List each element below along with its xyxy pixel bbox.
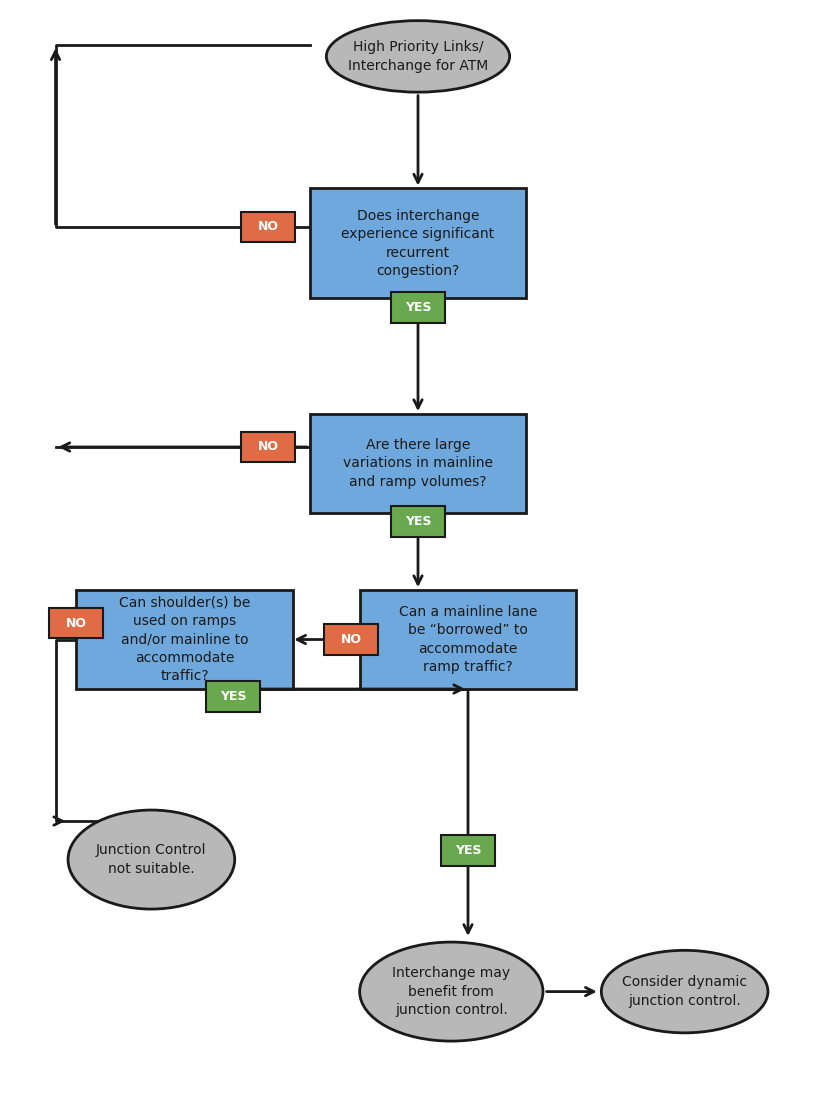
Text: Can a mainline lane
be “borrowed” to
accommodate
ramp traffic?: Can a mainline lane be “borrowed” to acc… <box>399 604 538 674</box>
Text: Can shoulder(s) be
used on ramps
and/or mainline to
accommodate
traffic?: Can shoulder(s) be used on ramps and/or … <box>119 596 251 684</box>
Text: Consider dynamic
junction control.: Consider dynamic junction control. <box>622 975 747 1008</box>
Text: Are there large
variations in mainline
and ramp volumes?: Are there large variations in mainline a… <box>343 438 493 489</box>
Text: NO: NO <box>257 440 278 453</box>
Ellipse shape <box>68 810 235 909</box>
Text: High Priority Links/
Interchange for ATM: High Priority Links/ Interchange for ATM <box>348 40 488 73</box>
FancyBboxPatch shape <box>241 431 295 462</box>
Text: YES: YES <box>405 301 431 313</box>
FancyBboxPatch shape <box>241 212 295 243</box>
FancyBboxPatch shape <box>76 590 293 689</box>
FancyBboxPatch shape <box>309 414 527 513</box>
Text: Junction Control
not suitable.: Junction Control not suitable. <box>96 844 206 876</box>
Text: YES: YES <box>455 844 482 857</box>
Ellipse shape <box>359 942 543 1041</box>
FancyBboxPatch shape <box>309 189 527 299</box>
FancyBboxPatch shape <box>391 506 445 537</box>
Text: Interchange may
benefit from
junction control.: Interchange may benefit from junction co… <box>392 966 511 1017</box>
FancyBboxPatch shape <box>359 590 576 689</box>
Ellipse shape <box>326 21 510 93</box>
FancyBboxPatch shape <box>441 835 495 866</box>
FancyBboxPatch shape <box>324 624 379 655</box>
FancyBboxPatch shape <box>206 682 260 713</box>
Text: NO: NO <box>257 221 278 234</box>
Text: YES: YES <box>405 515 431 528</box>
Ellipse shape <box>601 951 768 1032</box>
FancyBboxPatch shape <box>391 292 445 323</box>
Text: Does interchange
experience significant
recurrent
congestion?: Does interchange experience significant … <box>341 208 495 278</box>
Text: YES: YES <box>220 690 247 704</box>
FancyBboxPatch shape <box>49 608 104 639</box>
Text: NO: NO <box>66 617 87 630</box>
Text: NO: NO <box>341 633 362 646</box>
